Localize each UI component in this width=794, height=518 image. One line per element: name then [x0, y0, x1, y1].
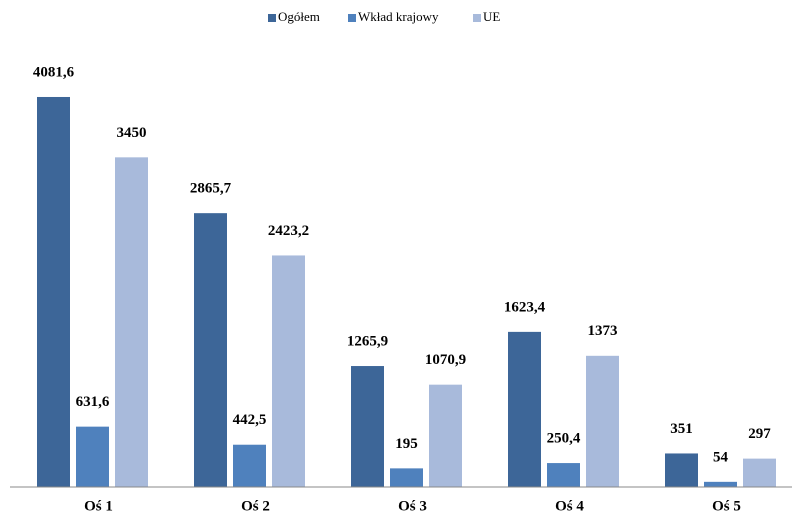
bar [508, 331, 541, 487]
legend-label: UE [483, 9, 500, 24]
bar [586, 355, 619, 487]
value-label: 195 [395, 436, 418, 452]
value-label: 631,6 [76, 394, 110, 410]
value-label: 250,4 [547, 431, 581, 447]
value-label: 4081,6 [33, 64, 75, 80]
value-label: 297 [748, 426, 771, 442]
value-label: 1623,4 [504, 299, 546, 315]
value-label: 1265,9 [347, 333, 388, 349]
bar [351, 366, 384, 487]
bar [547, 463, 580, 487]
x-tick-label: Oś 5 [712, 498, 741, 514]
bar [390, 468, 423, 487]
bar [233, 444, 266, 487]
value-label: 2865,7 [190, 181, 232, 197]
x-tick-label: Oś 3 [398, 498, 427, 514]
x-tick-label: Oś 2 [241, 498, 270, 514]
value-label: 54 [713, 449, 729, 465]
value-label: 442,5 [233, 412, 267, 428]
x-tick-label: Oś 4 [555, 498, 584, 514]
bar [665, 453, 698, 487]
legend: Ogółem Wkład krajowy UE [268, 9, 500, 24]
legend-swatch [268, 14, 276, 22]
legend-swatch [473, 14, 481, 22]
value-label: 2423,2 [268, 223, 309, 239]
value-label: 1070,9 [425, 352, 466, 368]
value-label: 3450 [117, 125, 147, 141]
bar [37, 96, 70, 488]
bar [115, 157, 148, 488]
bar [76, 426, 109, 487]
legend-swatch [348, 14, 356, 22]
bar [194, 213, 227, 487]
bar [429, 384, 462, 487]
legend-label: Ogółem [278, 9, 320, 24]
bar [272, 255, 305, 487]
bar [743, 458, 776, 487]
legend-label: Wkład krajowy [358, 9, 439, 24]
x-tick-label: Oś 1 [84, 498, 113, 514]
value-label: 1373 [588, 323, 618, 339]
value-label: 351 [670, 421, 693, 437]
bar [704, 481, 737, 487]
